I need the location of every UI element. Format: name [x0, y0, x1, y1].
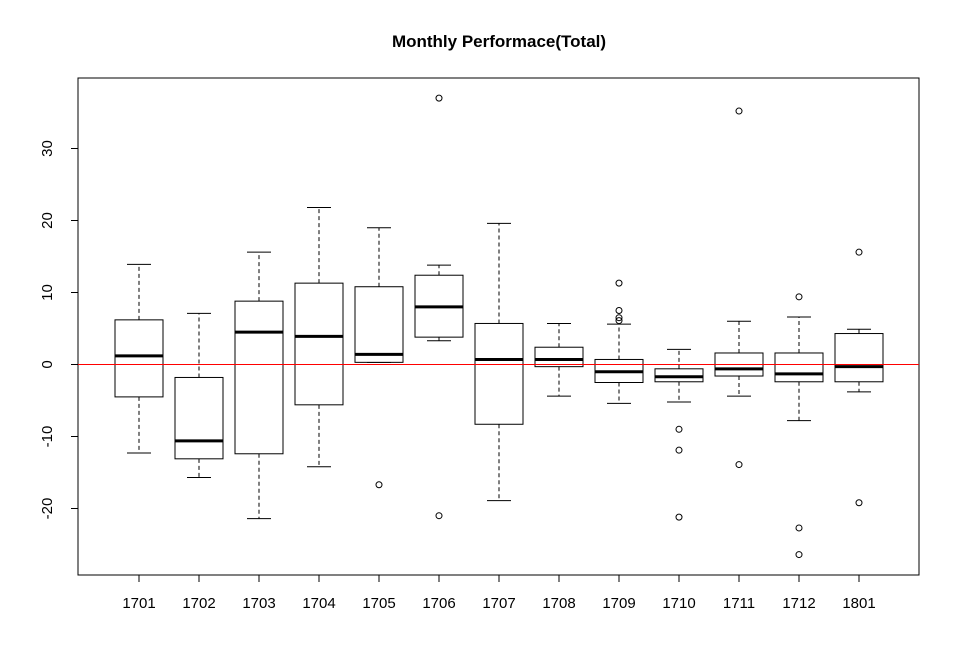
- box-1710: [654, 348, 704, 521]
- box-1711: [714, 107, 764, 469]
- x-tick-label: 1702: [182, 595, 215, 612]
- y-tick-label: 0: [39, 360, 56, 368]
- iqr-box: [114, 319, 164, 398]
- box-1709: [594, 279, 644, 404]
- outlier-point: [795, 524, 803, 532]
- iqr-box: [774, 352, 824, 383]
- outlier-point: [855, 248, 863, 256]
- iqr-box: [294, 282, 344, 406]
- box-1712: [774, 293, 824, 559]
- y-tick-label: 20: [39, 212, 56, 229]
- box-1708: [534, 322, 584, 397]
- x-tick-label: 1712: [782, 595, 815, 612]
- x-tick-label: 1705: [362, 595, 395, 612]
- outlier-point: [435, 512, 443, 520]
- x-tick-label: 1710: [662, 595, 695, 612]
- iqr-box: [834, 333, 884, 383]
- y-tick-label: 30: [39, 140, 56, 157]
- outlier-point: [615, 307, 623, 314]
- x-tick-label: 1701: [122, 595, 155, 612]
- y-tick-label: -10: [39, 426, 56, 448]
- y-tick-label: 10: [39, 284, 56, 301]
- outlier-point: [615, 279, 623, 287]
- x-tick-label: 1709: [602, 595, 635, 612]
- y-axis: -20 -10 0 10 20 30: [39, 140, 78, 519]
- y-tick-label: -20: [39, 498, 56, 520]
- outlier-point: [675, 425, 683, 433]
- x-axis: 1701 1702 1703 1704 1705 1706 1707 1708 1709 1710…: [122, 575, 876, 612]
- outlier-point: [615, 314, 623, 322]
- outlier-point: [795, 293, 803, 301]
- outlier-point: [435, 94, 443, 102]
- x-tick-label: 1706: [422, 595, 455, 612]
- box-1707: [474, 222, 524, 502]
- box-group: [114, 94, 884, 559]
- box-1706: [414, 94, 464, 520]
- box-1801: [834, 248, 884, 507]
- box-1703: [234, 251, 284, 520]
- outlier-point: [675, 513, 683, 521]
- outlier-point: [795, 551, 803, 559]
- x-tick-label: 1704: [302, 595, 335, 612]
- x-tick-label: 1707: [482, 595, 515, 612]
- outlier-point: [855, 499, 863, 507]
- iqr-box: [234, 300, 284, 455]
- box-1702: [174, 312, 224, 479]
- x-tick-label: 1703: [242, 595, 275, 612]
- x-tick-label: 1711: [723, 595, 755, 612]
- box-1704: [294, 207, 344, 468]
- outlier-point: [375, 481, 383, 489]
- iqr-box: [174, 376, 224, 460]
- outlier-point: [675, 446, 683, 454]
- iqr-box: [474, 322, 524, 425]
- box-1705: [354, 227, 404, 489]
- iqr-box: [534, 346, 584, 368]
- outlier-point: [615, 317, 623, 325]
- box-1701: [114, 263, 164, 454]
- chart-title: Monthly Performace(Total): [392, 32, 606, 51]
- x-tick-label: 1801: [842, 595, 875, 612]
- outlier-point: [735, 461, 743, 469]
- iqr-box: [354, 286, 404, 363]
- outlier-point: [735, 107, 743, 115]
- x-tick-label: 1708: [542, 595, 575, 612]
